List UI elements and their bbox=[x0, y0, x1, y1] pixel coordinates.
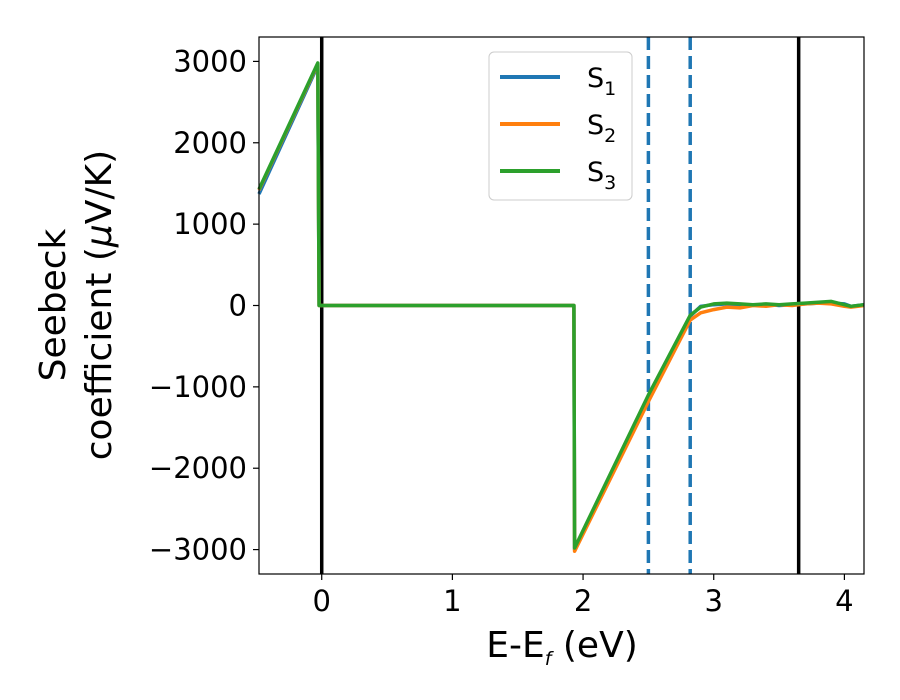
legend-label-s1: S1 bbox=[587, 63, 616, 100]
x-tick-label: 1 bbox=[443, 584, 461, 618]
y-tick-label: 1000 bbox=[173, 207, 247, 241]
x-axis-ticks: 0 1 2 3 4 bbox=[312, 574, 854, 618]
y-tick-label: −1000 bbox=[149, 370, 247, 404]
legend-label-s2: S2 bbox=[587, 110, 616, 147]
y-tick-label: 3000 bbox=[173, 44, 247, 78]
y-tick-label: −2000 bbox=[149, 451, 247, 485]
y-tick-label: 0 bbox=[229, 289, 247, 323]
x-tick-label: 4 bbox=[835, 584, 853, 618]
series-line-s3 bbox=[257, 61, 865, 550]
legend: S1 S2 S3 bbox=[488, 51, 633, 201]
y-axis-label: Seebeck coefficient (μV/K) bbox=[33, 150, 120, 460]
legend-box bbox=[488, 51, 633, 201]
y-axis-ticks: 3000 2000 1000 0 −1000 −2000 −3000 bbox=[149, 44, 259, 567]
x-axis-label: E-Ef (eV) bbox=[486, 625, 638, 670]
y-axis-label-line2: coefficient (μV/K) bbox=[79, 150, 120, 460]
y-axis-label-line1: Seebeck bbox=[33, 228, 74, 381]
x-tick-label: 0 bbox=[312, 584, 330, 618]
y-tick-label: −3000 bbox=[149, 533, 247, 567]
legend-label-s3: S3 bbox=[587, 157, 616, 194]
y-tick-label: 2000 bbox=[173, 126, 247, 160]
x-tick-label: 3 bbox=[705, 584, 723, 618]
data-series bbox=[257, 61, 865, 553]
x-tick-label: 2 bbox=[574, 584, 592, 618]
